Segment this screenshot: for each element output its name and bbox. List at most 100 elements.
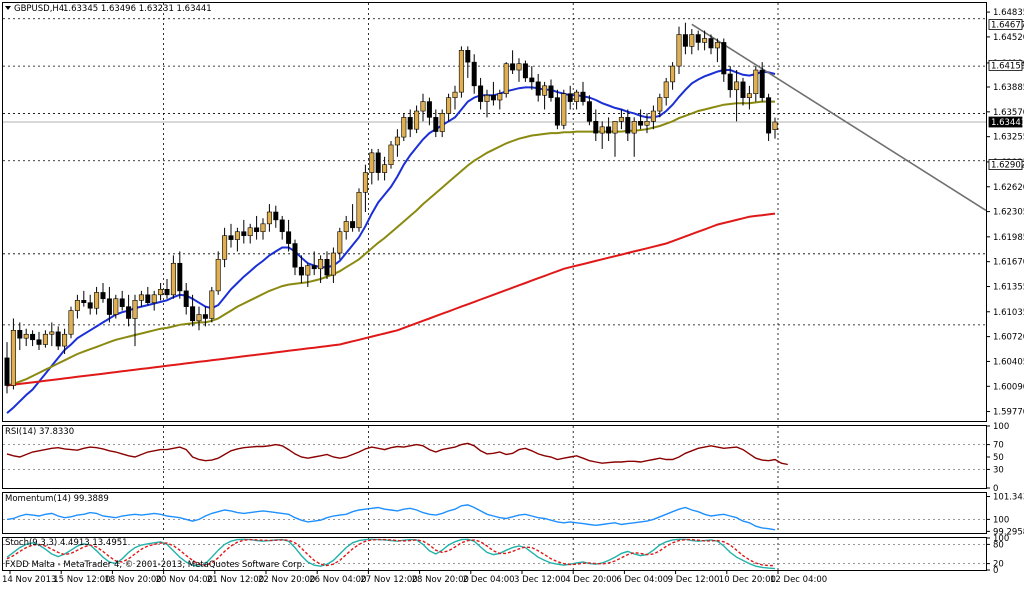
bull-candle (132, 300, 138, 319)
bull-candle (420, 101, 426, 112)
bear-candle (324, 259, 330, 276)
bull-candle (369, 152, 375, 173)
bull-candle (10, 330, 16, 386)
bull-candle (542, 85, 548, 96)
x-tick-label: 15 Nov 12:00 (53, 575, 110, 585)
bull-candle (439, 113, 445, 132)
y-tick-label: 1.63255 (993, 133, 1024, 143)
bull-candle (138, 294, 144, 301)
bull-candle (714, 42, 720, 49)
bear-candle (81, 300, 87, 303)
y-tick-label: 1.63570 (993, 108, 1024, 118)
bull-candle (401, 117, 407, 138)
indicator-y-label: 0 (993, 566, 998, 576)
bull-candle (599, 126, 605, 134)
bull-candle (644, 121, 650, 126)
x-tick-label: 14 Nov 2013 (2, 575, 56, 585)
bull-candle (170, 262, 176, 296)
rsi-pane-frame (2, 425, 987, 489)
x-tick-label: 18 Nov 20:00 (104, 575, 161, 585)
bull-candle (414, 110, 420, 130)
x-tick-label: 20 Nov 04:00 (156, 575, 213, 585)
bear-candle (529, 77, 535, 83)
x-tick-label: 3 Dec 12:00 (514, 575, 566, 585)
bull-candle (446, 97, 452, 114)
bull-candle (734, 81, 740, 91)
bull-candle (62, 333, 68, 347)
x-tick-label: 10 Dec 20:00 (719, 575, 776, 585)
bear-candle (638, 121, 644, 126)
bull-candle (196, 314, 202, 322)
bear-candle (164, 288, 170, 296)
copyright-text: FXDD Malta - MetaTrader 4, © 2001-2013, … (5, 560, 305, 570)
bear-candle (593, 121, 599, 134)
bull-candle (561, 93, 567, 126)
indicator-y-label: 30 (993, 465, 1004, 475)
bull-candle (676, 34, 682, 67)
bear-candle (471, 61, 477, 87)
bull-candle (260, 223, 266, 233)
candlesticks (4, 22, 778, 394)
bull-candle (247, 227, 253, 236)
x-tick-label: 22 Nov 20:00 (258, 575, 315, 585)
bull-candle (209, 290, 215, 319)
bull-candle (23, 333, 29, 339)
indicator-y-label: 100 (993, 515, 1009, 525)
bear-candle (766, 97, 772, 134)
bull-candle (113, 298, 119, 315)
bull-candle (663, 81, 669, 98)
bear-candle (586, 101, 592, 122)
dropdown-arrow-icon[interactable] (5, 6, 11, 10)
bear-candle (202, 314, 208, 319)
bear-candle (407, 117, 413, 130)
bear-candle (721, 42, 727, 75)
bull-candle (330, 252, 336, 276)
x-tick-label: 26 Nov 04:00 (309, 575, 366, 585)
bull-candle (458, 50, 464, 93)
bear-candle (478, 85, 484, 102)
indicator-y-label: 0 (993, 484, 998, 494)
x-tick-label: 12 Dec 04:00 (770, 575, 827, 585)
y-tick-label: 1.60090 (993, 382, 1024, 392)
price-marker-label: 1.64159 (991, 61, 1024, 71)
bull-candle (618, 117, 624, 122)
y-tick-label: 1.61355 (993, 283, 1024, 293)
momentum-title: Momentum(14) 99.3889 (5, 494, 109, 504)
y-tick-label: 1.60405 (993, 357, 1024, 367)
bull-candle (356, 191, 362, 229)
bear-candle (4, 357, 10, 386)
main-pane-frame (2, 2, 987, 422)
stoch-signal-line (6, 538, 776, 567)
y-tick-label: 1.60720 (993, 333, 1024, 343)
bear-candle (183, 290, 189, 307)
bear-candle (554, 97, 560, 126)
bear-candle (55, 331, 61, 347)
bear-candle (311, 265, 317, 270)
stoch-title: Stoch(9,3,3) 4.4913 13.4951 (5, 538, 128, 548)
bull-candle (94, 292, 100, 309)
bear-candle (298, 266, 304, 276)
bear-candle (126, 306, 132, 319)
bear-candle (119, 298, 125, 307)
x-tick-label: 9 Dec 12:00 (668, 575, 720, 585)
bear-candle (548, 85, 554, 98)
price-marker-box (988, 159, 1023, 170)
bear-candle (522, 63, 528, 79)
bull-candle (772, 121, 778, 130)
moving-average-1 (6, 69, 776, 414)
x-tick-label: 2 Dec 04:00 (463, 575, 515, 585)
bull-candle (382, 164, 388, 173)
price-marker-box (988, 116, 1023, 128)
bear-candle (580, 91, 586, 102)
bull-candle (689, 34, 695, 47)
bear-candle (375, 152, 381, 173)
price-marker-box (988, 59, 1023, 71)
bull-candle (516, 63, 522, 71)
bull-candle (158, 288, 164, 296)
bull-candle (151, 294, 157, 303)
x-tick-label: 4 Dec 20:00 (565, 575, 617, 585)
bull-candle (318, 259, 324, 270)
